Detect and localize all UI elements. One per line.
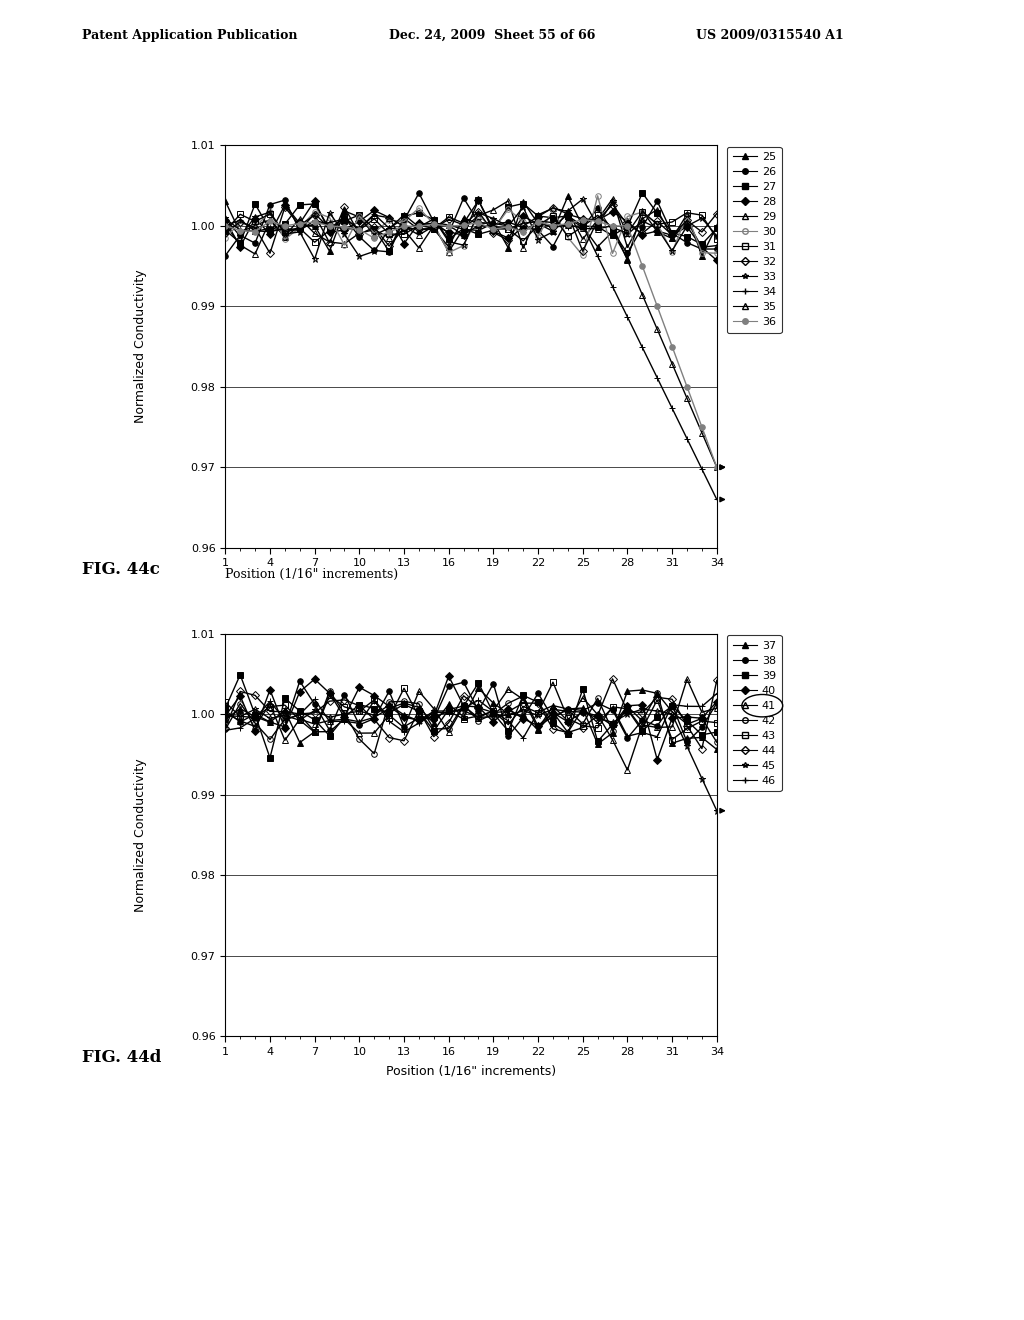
Y-axis label: Normalized Conductivity: Normalized Conductivity [134,758,146,912]
Legend: 25, 26, 27, 28, 29, 30, 31, 32, 33, 34, 35, 36: 25, 26, 27, 28, 29, 30, 31, 32, 33, 34, … [727,147,781,333]
Y-axis label: Normalized Conductivity: Normalized Conductivity [134,269,146,424]
Text: Position (1/16" increments): Position (1/16" increments) [225,568,398,581]
Text: US 2009/0315540 A1: US 2009/0315540 A1 [696,29,844,42]
Legend: 37, 38, 39, 40, 41, 42, 43, 44, 45, 46: 37, 38, 39, 40, 41, 42, 43, 44, 45, 46 [727,635,781,791]
Text: Patent Application Publication: Patent Application Publication [82,29,297,42]
X-axis label: Position (1/16" increments): Position (1/16" increments) [386,1065,556,1078]
Text: FIG. 44c: FIG. 44c [82,561,160,578]
Text: Dec. 24, 2009  Sheet 55 of 66: Dec. 24, 2009 Sheet 55 of 66 [389,29,596,42]
Text: FIG. 44d: FIG. 44d [82,1049,162,1067]
